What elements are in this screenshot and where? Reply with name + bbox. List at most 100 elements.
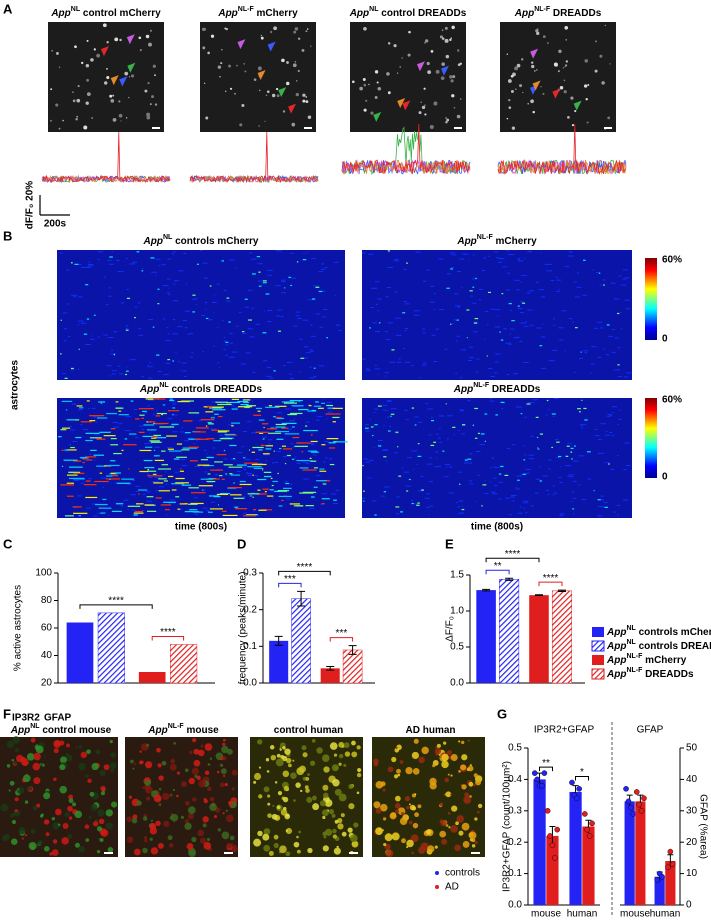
stain-blob <box>394 803 401 809</box>
arrowhead <box>440 65 449 76</box>
heatmap <box>57 250 345 380</box>
heatmap-event <box>78 348 80 350</box>
heatmap-event <box>188 503 198 505</box>
text-segment: App <box>606 669 626 680</box>
heatmap-streak <box>369 459 374 461</box>
stain-blob <box>464 792 469 798</box>
arrowhead <box>573 100 582 111</box>
cell-speck <box>451 94 455 98</box>
heatmap-streak <box>597 321 603 323</box>
heatmap-streak <box>132 261 138 263</box>
heatmap-streak <box>493 466 500 468</box>
heatmap-streak <box>494 309 501 311</box>
text-segment: App <box>606 655 626 666</box>
heatmap-streak <box>489 400 495 402</box>
heatmap-streak <box>166 278 171 280</box>
stain-blob <box>142 816 148 821</box>
cell-speck <box>145 34 150 39</box>
cell-speck <box>205 116 209 120</box>
heatmap-streak <box>548 409 550 411</box>
heatmap-streak <box>161 264 167 266</box>
heatmap-streak <box>241 333 247 335</box>
heatmap-streak <box>243 512 247 514</box>
cell-speck <box>393 44 397 48</box>
heatmap-streak <box>362 252 365 254</box>
heatmap-streak <box>202 507 208 509</box>
heatmap-event <box>305 505 314 507</box>
heatmap-event <box>236 464 247 466</box>
cell-speck <box>530 99 534 104</box>
arrowhead <box>119 76 128 87</box>
stain-blob <box>33 752 41 761</box>
stain-blob <box>231 787 235 791</box>
heatmap-event <box>257 410 261 412</box>
heatmap-streak <box>377 373 379 375</box>
stain-blob <box>266 770 270 773</box>
stain-blob <box>144 779 152 787</box>
stain-blob <box>78 745 83 749</box>
heatmap-event <box>115 503 124 505</box>
heatmap-event <box>61 427 71 429</box>
heatmap-event <box>484 440 487 442</box>
cell-speck <box>521 58 524 61</box>
heatmap-streak <box>69 444 72 446</box>
heatmap-streak <box>552 349 558 351</box>
heatmap-event <box>430 420 435 422</box>
heatmap-event <box>173 458 180 460</box>
heatmap-streak <box>142 509 145 511</box>
y-tick-label: 0.5 <box>450 642 464 653</box>
heatmap-streak <box>436 433 439 435</box>
cell-speck <box>565 60 569 63</box>
heatmap-event <box>231 408 238 410</box>
stain-blob <box>9 780 15 786</box>
heatmap-streak <box>313 376 317 378</box>
heatmap-streak <box>253 510 256 512</box>
cell-speck <box>293 30 297 34</box>
heatmap-streak <box>286 361 293 363</box>
stain-blob <box>139 750 142 753</box>
stain-blob <box>257 739 263 745</box>
data-point <box>569 779 575 786</box>
heatmap-streak <box>433 361 438 363</box>
text-segment: controls mCherry <box>172 236 259 247</box>
heatmap-streak <box>135 437 139 439</box>
stain-blob <box>302 752 308 758</box>
heatmap-event <box>225 434 237 436</box>
heatmap-streak <box>529 458 534 460</box>
heatmap-event <box>262 332 267 334</box>
heatmap-streak <box>556 290 560 292</box>
stain-blob <box>408 803 411 806</box>
stain-blob <box>3 833 10 840</box>
stain-blob <box>40 764 43 767</box>
heatmap-streak <box>363 458 369 460</box>
cell-speck <box>112 117 117 122</box>
heatmap-event <box>520 413 523 415</box>
heatmap-event <box>310 451 319 453</box>
heatmap-event <box>256 255 261 258</box>
stain-blob <box>410 834 419 843</box>
legend-label: AppNL controls mCherry <box>606 625 711 637</box>
heatmap-event <box>486 355 488 357</box>
heatmap-streak <box>97 258 100 260</box>
heatmap-event <box>219 438 233 440</box>
stain-blob <box>414 793 417 796</box>
stain-label: GFAP <box>44 713 72 724</box>
heatmap-event <box>155 422 169 425</box>
heatmap-streak <box>219 403 224 405</box>
heatmap-streak <box>213 312 215 314</box>
heatmap-streak <box>575 296 580 298</box>
cell-speck <box>571 124 575 127</box>
text-segment: App <box>147 725 167 736</box>
y-tick-label: 0.1 <box>508 868 522 879</box>
stain-blob <box>149 827 158 835</box>
heatmap-event <box>85 459 93 461</box>
stain-blob <box>176 771 181 775</box>
heatmap-streak <box>223 349 226 351</box>
heatmap-streak <box>446 273 452 275</box>
stain-blob <box>62 822 69 829</box>
stain-blob <box>298 830 302 834</box>
heatmap-event <box>268 405 273 407</box>
heatmap-streak <box>68 336 71 338</box>
cell-speck <box>81 61 84 65</box>
heatmap-streak <box>207 481 213 483</box>
